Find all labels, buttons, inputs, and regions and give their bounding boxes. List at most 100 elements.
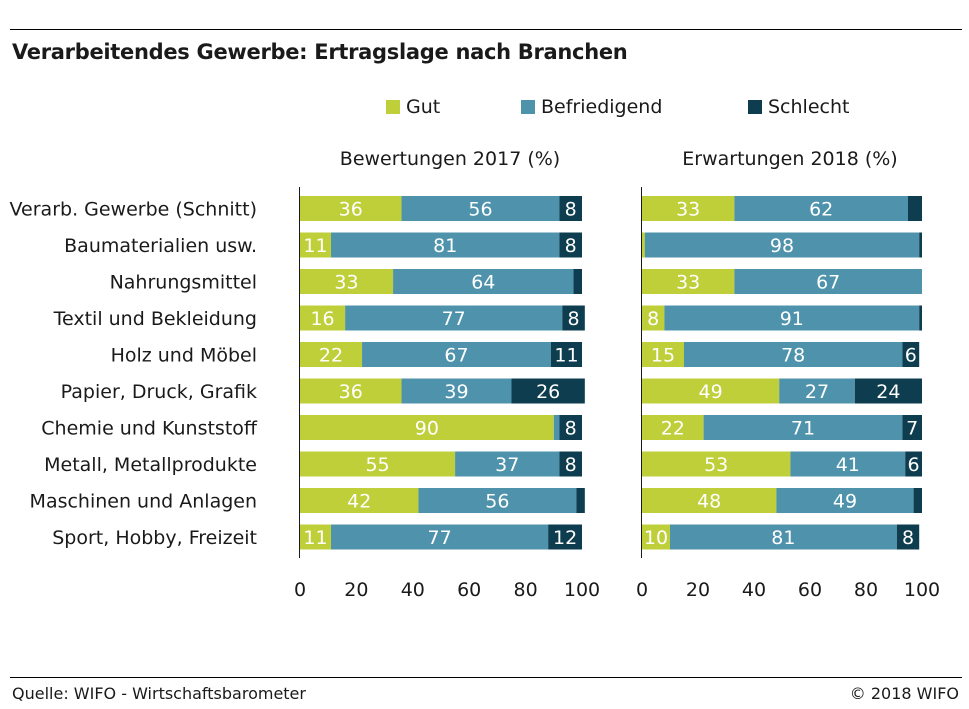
data-label: 64 [471, 272, 495, 294]
bar-segment-befriedigend [455, 451, 560, 477]
data-label: 8 [567, 308, 579, 330]
data-label: 8 [647, 308, 659, 330]
bar-segment-befriedigend [418, 488, 577, 513]
data-label: 33 [676, 272, 700, 294]
x-tick-label: 20 [686, 579, 710, 601]
bar-segment-gut [642, 488, 777, 513]
data-label: 37 [495, 454, 519, 476]
category-label: Nahrungsmittel [110, 272, 257, 294]
data-label: 11 [303, 235, 327, 257]
panel-title-2018: Erwartungen 2018 (%) [682, 148, 898, 170]
data-label: 8 [565, 418, 577, 440]
bar-segment-befriedigend [401, 378, 512, 404]
bar-segment-gut [300, 305, 346, 331]
bar-segment-gut [300, 378, 402, 404]
legend-item-gut: Gut [386, 96, 440, 118]
bar-segment-gut [642, 378, 780, 404]
panel-title-2017: Bewertungen 2017 (%) [339, 148, 561, 170]
bar-segment-befriedigend [331, 524, 549, 550]
bar-segment-schlecht [511, 378, 585, 404]
legend-swatch-gut [386, 100, 400, 114]
bar-segment-schlecht [896, 524, 920, 550]
bar-segment-gut [642, 196, 735, 221]
data-label: 48 [697, 491, 721, 513]
x-tick-label: 40 [742, 579, 766, 601]
x-tick-label: 60 [798, 579, 822, 601]
bar-segment-schlecht [913, 488, 922, 513]
bar-segment-schlecht [919, 305, 922, 331]
bar-segment-gut [642, 524, 670, 550]
top-rule [10, 29, 962, 30]
bar-segment-befriedigend [644, 232, 920, 258]
bar-segment-befriedigend [734, 269, 922, 294]
data-label: 11 [303, 527, 327, 549]
legend-label: Befriedigend [541, 96, 663, 118]
bar-segment-schlecht [919, 232, 922, 258]
bar-segment-schlecht [573, 269, 582, 294]
category-label: Maschinen und Anlagen [30, 491, 257, 513]
bar-segment-befriedigend [362, 342, 551, 367]
data-label: 8 [565, 454, 577, 476]
x-tick-label: 20 [344, 579, 368, 601]
bar-segment-schlecht [559, 451, 582, 477]
stacked-bar-chart: Verarb. Gewerbe (Schnitt) Baumaterialien … [10, 187, 940, 601]
category-label: Textil und Bekleidung [53, 308, 257, 330]
data-label: 55 [365, 454, 389, 476]
data-label: 8 [902, 527, 914, 549]
data-label: 10 [644, 527, 668, 549]
data-label: 53 [704, 454, 728, 476]
x-tick-label: 60 [457, 579, 481, 601]
data-label: 8 [565, 235, 577, 257]
bar-segment-gut [300, 232, 332, 258]
bar-segment-schlecht [908, 196, 922, 221]
data-label: 90 [415, 418, 439, 440]
bar-segment-schlecht [550, 342, 582, 367]
data-label: 16 [310, 308, 334, 330]
bar-segment-gut [642, 451, 791, 477]
bar-segment-befriedigend [401, 196, 560, 221]
bar-segment-schlecht [559, 232, 582, 258]
data-label: 15 [651, 345, 675, 367]
bar-segment-gut [300, 451, 456, 477]
bar-segment-schlecht [902, 415, 922, 440]
data-label: 77 [427, 527, 451, 549]
data-label: 67 [444, 345, 468, 367]
bar-segment-befriedigend [345, 305, 563, 331]
data-label: 81 [771, 527, 795, 549]
bar-segment-gut [642, 269, 735, 294]
x-tick-label: 100 [904, 579, 940, 601]
data-label: 33 [334, 272, 358, 294]
source-note: Quelle: WIFO - Wirtschaftsbarometer [12, 684, 306, 703]
x-tick-label: 0 [294, 579, 306, 601]
data-label: 6 [905, 345, 917, 367]
legend-label: Gut [406, 96, 441, 118]
data-label: 91 [780, 308, 804, 330]
bar-segment-befriedigend [553, 415, 560, 440]
data-label: 71 [791, 418, 815, 440]
x-tick-label: 40 [401, 579, 425, 601]
category-label: Chemie und Kunststoff [41, 418, 258, 440]
category-label: Verarb. Gewerbe (Schnitt) [10, 199, 257, 221]
data-label: 77 [442, 308, 466, 330]
bar-segment-schlecht [854, 378, 922, 404]
bar-segment-befriedigend [331, 232, 560, 258]
bar-segment-schlecht [548, 524, 582, 550]
bar-segment-gut [642, 342, 684, 367]
legend-swatch-schlecht [748, 100, 762, 114]
bar-segment-gut [300, 488, 419, 513]
legend-label: Schlecht [768, 96, 850, 118]
bar-segment-gut [300, 269, 394, 294]
bar-segment-gut [642, 232, 645, 258]
data-label: 7 [906, 418, 918, 440]
data-label: 49 [699, 381, 723, 403]
copyright-note: © 2018 WIFO [849, 684, 959, 703]
bar-segment-befriedigend [684, 342, 903, 367]
data-label: 27 [805, 381, 829, 403]
bar-segment-schlecht [559, 415, 582, 440]
chart-title: Verarbeitendes Gewerbe: Ertragslage nach… [12, 40, 628, 64]
data-label: 62 [809, 199, 833, 221]
data-label: 56 [468, 199, 492, 221]
bar-segment-schlecht [559, 196, 582, 221]
legend-item-schlecht: Schlecht [748, 96, 849, 118]
data-label: 26 [536, 381, 560, 403]
